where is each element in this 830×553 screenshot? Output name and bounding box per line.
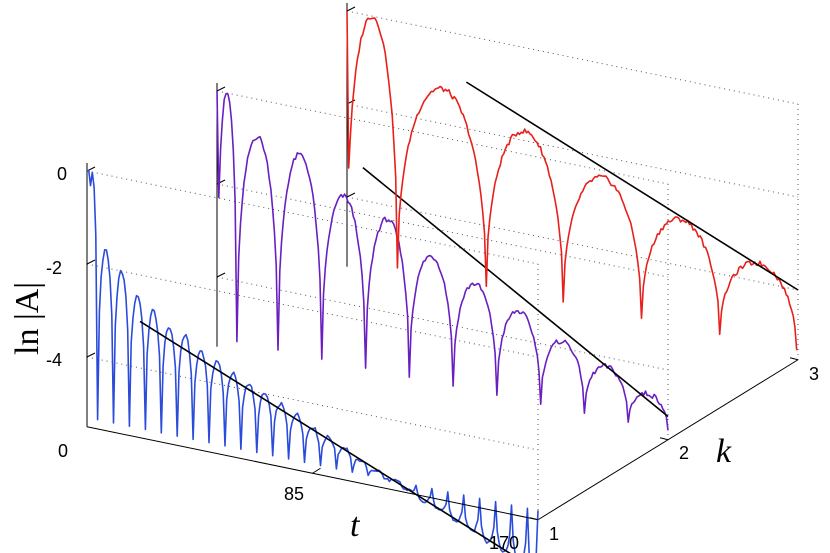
plane-top-edge-k3 [346, 10, 799, 105]
y-tick-label-0: 0 [57, 164, 67, 184]
plane-ytick-k2-0 [216, 86, 226, 92]
plane-mid-line-k1 [86, 263, 539, 358]
series-line-k2 [216, 90, 669, 431]
k-tick-label-1: 1 [549, 524, 559, 544]
plane-top-edge-k2 [216, 90, 669, 185]
x-tick-label-85: 85 [284, 484, 304, 504]
x-axis-label: t [350, 507, 361, 544]
chart-background-layer [86, 3, 799, 520]
x-tick-label-170: 170 [489, 533, 519, 553]
y-axis-label: ln |A| [9, 282, 46, 355]
k-tick-label-3: 3 [809, 364, 819, 384]
k-axis-tick-1 [529, 517, 539, 521]
series-line-k1 [86, 169, 539, 553]
plane-mid-line-k3 [346, 103, 799, 198]
envelope-line-k2 [362, 166, 669, 418]
k-axis-tick-3 [789, 357, 799, 361]
plane-ytick-k1-1 [86, 259, 96, 265]
plane-top-edge-k1 [86, 170, 539, 265]
k-axis-tick-2 [659, 437, 669, 441]
plane-low-line-k3 [346, 196, 799, 291]
envelope-line-k3 [465, 81, 799, 291]
plane-low-line-k1 [86, 356, 539, 451]
plane-mid-line-k2 [216, 183, 669, 278]
k-axis-label: k [716, 433, 732, 470]
envelope-line-k1 [139, 320, 511, 553]
x-tick-label-0: 0 [58, 441, 68, 461]
y-tick-label-minus2: -2 [46, 258, 62, 278]
plane-ytick-k2-2 [216, 272, 226, 278]
y-tick-label-minus4: -4 [46, 350, 62, 370]
chart-series-layer [86, 10, 799, 553]
plane-ytick-k3-0 [346, 6, 356, 12]
plane-ytick-k3-2 [346, 192, 356, 198]
t-axis-tick-85 [312, 467, 321, 474]
plane-low-line-k2 [216, 276, 669, 371]
k-tick-label-2: 2 [679, 443, 689, 463]
plane-ytick-k1-2 [86, 352, 96, 358]
chart-axes-layer [86, 264, 799, 521]
series-line-k3 [346, 10, 798, 351]
